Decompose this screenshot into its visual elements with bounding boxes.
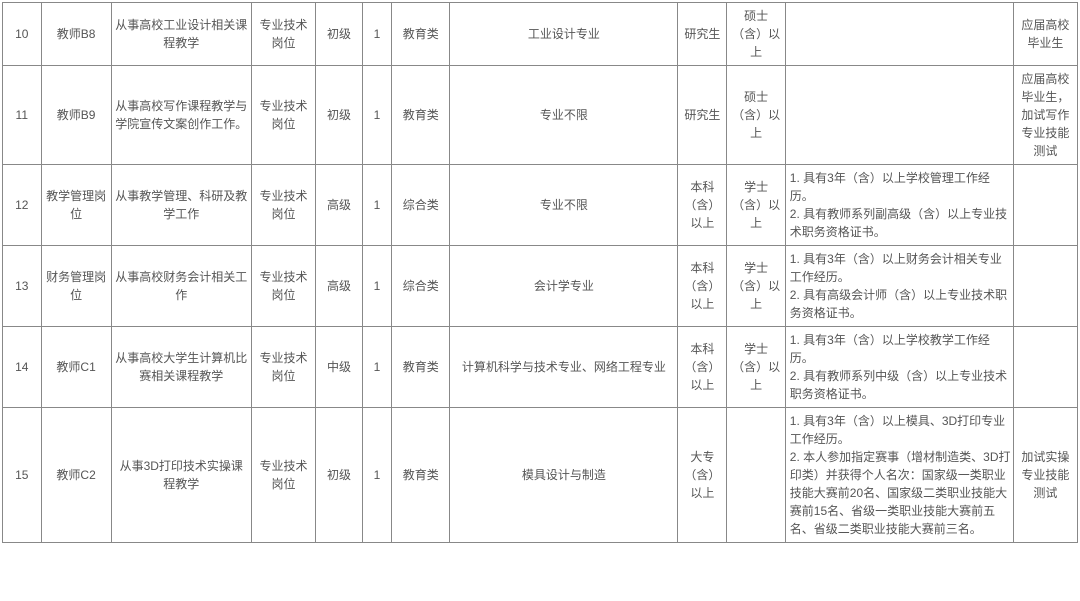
cell-count: 1 bbox=[362, 165, 391, 246]
cell-pos_type: 专业技术岗位 bbox=[251, 165, 315, 246]
cell-position: 教师B8 bbox=[41, 3, 111, 66]
table-row: 11教师B9从事高校写作课程教学与学院宣传文案创作工作。专业技术岗位初级1教育类… bbox=[3, 66, 1078, 165]
cell-category: 教育类 bbox=[392, 327, 450, 408]
cell-no: 14 bbox=[3, 327, 42, 408]
cell-position: 财务管理岗位 bbox=[41, 246, 111, 327]
cell-desc: 从事高校大学生计算机比赛相关课程教学 bbox=[111, 327, 251, 408]
cell-level: 高级 bbox=[316, 246, 363, 327]
cell-remark: 应届高校毕业生 bbox=[1013, 3, 1077, 66]
recruitment-table: 10教师B8从事高校工业设计相关课程教学专业技术岗位初级1教育类工业设计专业研究… bbox=[2, 2, 1078, 543]
cell-remark bbox=[1013, 246, 1077, 327]
cell-level: 高级 bbox=[316, 165, 363, 246]
cell-pos_type: 专业技术岗位 bbox=[251, 3, 315, 66]
cell-major: 会计学专业 bbox=[450, 246, 678, 327]
cell-major: 模具设计与制造 bbox=[450, 408, 678, 543]
cell-pos_type: 专业技术岗位 bbox=[251, 246, 315, 327]
cell-position: 教学管理岗位 bbox=[41, 165, 111, 246]
table-row: 10教师B8从事高校工业设计相关课程教学专业技术岗位初级1教育类工业设计专业研究… bbox=[3, 3, 1078, 66]
cell-level: 初级 bbox=[316, 66, 363, 165]
cell-desc: 从事高校写作课程教学与学院宣传文案创作工作。 bbox=[111, 66, 251, 165]
cell-count: 1 bbox=[362, 408, 391, 543]
cell-no: 15 bbox=[3, 408, 42, 543]
cell-no: 13 bbox=[3, 246, 42, 327]
cell-desc: 从事教学管理、科研及教学工作 bbox=[111, 165, 251, 246]
cell-remark: 应届高校毕业生，加试写作专业技能测试 bbox=[1013, 66, 1077, 165]
cell-count: 1 bbox=[362, 327, 391, 408]
cell-pos_type: 专业技术岗位 bbox=[251, 327, 315, 408]
cell-major: 计算机科学与技术专业、网络工程专业 bbox=[450, 327, 678, 408]
cell-category: 综合类 bbox=[392, 165, 450, 246]
cell-req: 1. 具有3年（含）以上学校管理工作经历。2. 具有教师系列副高级（含）以上专业… bbox=[785, 165, 1013, 246]
cell-pos_type: 专业技术岗位 bbox=[251, 66, 315, 165]
cell-count: 1 bbox=[362, 246, 391, 327]
cell-desc: 从事高校工业设计相关课程教学 bbox=[111, 3, 251, 66]
cell-degree bbox=[727, 408, 785, 543]
cell-count: 1 bbox=[362, 3, 391, 66]
cell-desc: 从事高校财务会计相关工作 bbox=[111, 246, 251, 327]
cell-req: 1. 具有3年（含）以上学校教学工作经历。2. 具有教师系列中级（含）以上专业技… bbox=[785, 327, 1013, 408]
table-row: 13财务管理岗位从事高校财务会计相关工作专业技术岗位高级1综合类会计学专业本科（… bbox=[3, 246, 1078, 327]
cell-edu: 本科（含）以上 bbox=[678, 246, 727, 327]
cell-remark bbox=[1013, 327, 1077, 408]
cell-degree: 硕士（含）以上 bbox=[727, 66, 785, 165]
cell-degree: 学士（含）以上 bbox=[727, 165, 785, 246]
cell-degree: 学士（含）以上 bbox=[727, 246, 785, 327]
cell-desc: 从事3D打印技术实操课程教学 bbox=[111, 408, 251, 543]
table-row: 15教师C2从事3D打印技术实操课程教学专业技术岗位初级1教育类模具设计与制造大… bbox=[3, 408, 1078, 543]
cell-category: 综合类 bbox=[392, 246, 450, 327]
cell-edu: 研究生 bbox=[678, 66, 727, 165]
cell-level: 初级 bbox=[316, 3, 363, 66]
cell-no: 11 bbox=[3, 66, 42, 165]
cell-position: 教师C1 bbox=[41, 327, 111, 408]
cell-major: 工业设计专业 bbox=[450, 3, 678, 66]
table-row: 14教师C1从事高校大学生计算机比赛相关课程教学专业技术岗位中级1教育类计算机科… bbox=[3, 327, 1078, 408]
cell-level: 中级 bbox=[316, 327, 363, 408]
cell-category: 教育类 bbox=[392, 66, 450, 165]
cell-edu: 本科（含）以上 bbox=[678, 165, 727, 246]
cell-position: 教师C2 bbox=[41, 408, 111, 543]
cell-edu: 大专（含）以上 bbox=[678, 408, 727, 543]
table-body: 10教师B8从事高校工业设计相关课程教学专业技术岗位初级1教育类工业设计专业研究… bbox=[3, 3, 1078, 543]
cell-level: 初级 bbox=[316, 408, 363, 543]
cell-major: 专业不限 bbox=[450, 66, 678, 165]
cell-no: 10 bbox=[3, 3, 42, 66]
cell-req: 1. 具有3年（含）以上财务会计相关专业工作经历。2. 具有高级会计师（含）以上… bbox=[785, 246, 1013, 327]
cell-category: 教育类 bbox=[392, 408, 450, 543]
cell-count: 1 bbox=[362, 66, 391, 165]
cell-req: 1. 具有3年（含）以上模具、3D打印专业工作经历。2. 本人参加指定赛事（增材… bbox=[785, 408, 1013, 543]
cell-remark bbox=[1013, 165, 1077, 246]
cell-degree: 学士（含）以上 bbox=[727, 327, 785, 408]
cell-pos_type: 专业技术岗位 bbox=[251, 408, 315, 543]
cell-category: 教育类 bbox=[392, 3, 450, 66]
cell-remark: 加试实操专业技能测试 bbox=[1013, 408, 1077, 543]
cell-edu: 研究生 bbox=[678, 3, 727, 66]
cell-degree: 硕士（含）以上 bbox=[727, 3, 785, 66]
table-row: 12教学管理岗位从事教学管理、科研及教学工作专业技术岗位高级1综合类专业不限本科… bbox=[3, 165, 1078, 246]
cell-edu: 本科（含）以上 bbox=[678, 327, 727, 408]
cell-req bbox=[785, 3, 1013, 66]
cell-req bbox=[785, 66, 1013, 165]
cell-major: 专业不限 bbox=[450, 165, 678, 246]
cell-position: 教师B9 bbox=[41, 66, 111, 165]
cell-no: 12 bbox=[3, 165, 42, 246]
